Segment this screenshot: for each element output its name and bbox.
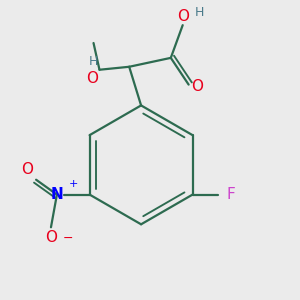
Text: O: O: [45, 230, 57, 245]
Text: −: −: [63, 232, 74, 245]
Text: O: O: [177, 9, 189, 24]
Text: H: H: [195, 6, 204, 19]
Text: O: O: [192, 79, 204, 94]
Text: F: F: [227, 187, 236, 202]
Text: O: O: [21, 162, 33, 177]
Text: N: N: [50, 187, 63, 202]
Text: +: +: [69, 179, 78, 189]
Text: H: H: [88, 55, 98, 68]
Text: O: O: [86, 71, 98, 86]
